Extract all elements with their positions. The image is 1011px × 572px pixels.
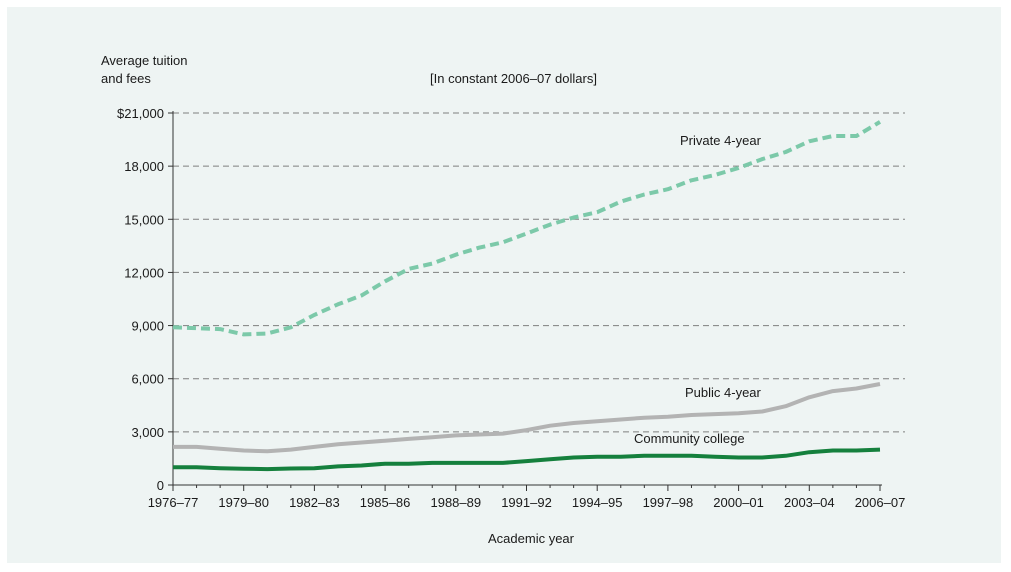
series-line: [173, 447, 881, 472]
x-tick-label: 1988–89: [430, 495, 481, 510]
y-tick-label: 15,000: [124, 212, 164, 227]
x-tick-label: 1979–80: [218, 495, 269, 510]
y-axis-label-line2: and fees: [101, 71, 151, 86]
series-line: [172, 120, 882, 337]
x-tick-label: 1997–98: [643, 495, 694, 510]
x-tick-label: 2000–01: [713, 495, 764, 510]
series-lines: [172, 120, 882, 472]
y-tick-label: 6,000: [131, 372, 164, 387]
x-tick-label: 2003–04: [784, 495, 835, 510]
y-tick-label: 0: [157, 478, 164, 493]
y-tick-label: 12,000: [124, 265, 164, 280]
y-tick-label: 9,000: [131, 319, 164, 334]
series-label: Community college: [634, 431, 745, 446]
x-tick-label: 1985–86: [360, 495, 411, 510]
x-tick-label: 1982–83: [289, 495, 340, 510]
x-tick-label: 1976–77: [148, 495, 199, 510]
x-tick-label: 2006–07: [855, 495, 906, 510]
series-label: Private 4-year: [680, 133, 762, 148]
y-axis: 0 3,000 6,000 9,000 12,000 15,000 18,000 $21,00…: [117, 106, 174, 493]
x-tick-label: 1991–92: [501, 495, 552, 510]
series-label: Public 4-year: [685, 385, 762, 400]
y-tick-label: 18,000: [124, 159, 164, 174]
y-axis-label-line1: Average tuition: [101, 53, 188, 68]
x-tick-label: 1994–95: [572, 495, 623, 510]
x-axis: 1976–77 1979–80 1982–83 1985–86 1988–89 1991–…: [148, 484, 906, 510]
y-tick-label: $21,000: [117, 106, 164, 121]
x-axis-label: Academic year: [488, 531, 575, 546]
series-line: [173, 382, 881, 454]
y-tick-label: 3,000: [131, 425, 164, 440]
series-labels: Private 4-year Public 4-year Community col…: [634, 133, 762, 446]
chart-subtitle: [In constant 2006–07 dollars]: [430, 71, 597, 86]
gridlines: [173, 112, 905, 433]
